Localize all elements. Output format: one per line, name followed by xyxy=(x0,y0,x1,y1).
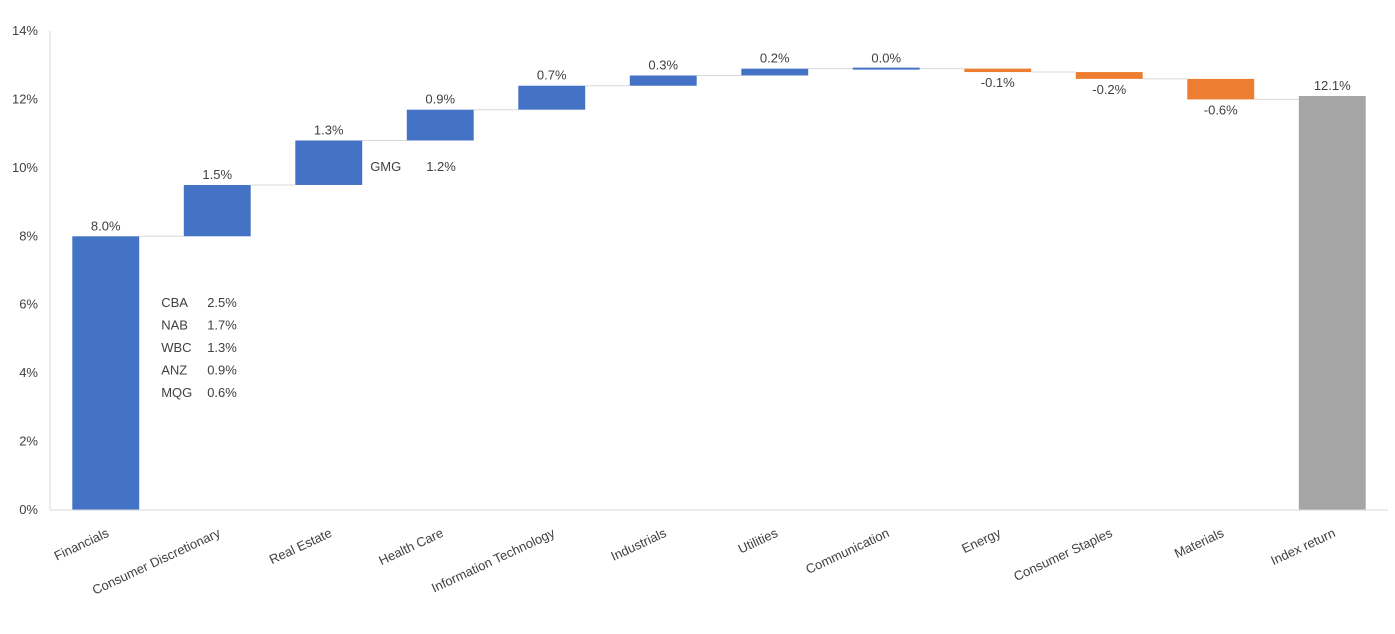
data-label: -0.1% xyxy=(981,75,1015,90)
y-tick-label: 14% xyxy=(12,23,38,38)
data-label: 8.0% xyxy=(91,218,121,233)
data-label: 0.0% xyxy=(871,51,901,66)
bar-health-care xyxy=(406,109,474,141)
annotation-ticker: MQG xyxy=(161,385,192,400)
annotation-value: 0.9% xyxy=(207,363,237,378)
data-label: 0.7% xyxy=(537,68,567,83)
x-category-label: Health Care xyxy=(376,525,445,568)
data-labels: 8.0% 1.5% 1.3% 0.9% 0.7% 0.3% 0.2% 0.0% -0.1% -0.… xyxy=(91,51,1351,234)
y-tick-label: 10% xyxy=(12,160,38,175)
x-category-label: Industrials xyxy=(608,525,668,564)
bar-financials xyxy=(72,236,140,511)
x-category-label: Communication xyxy=(803,525,891,577)
x-category-label: Utilities xyxy=(736,525,781,557)
bar-consumer-staples xyxy=(1075,72,1143,79)
data-label: 1.5% xyxy=(202,167,232,182)
bar-utilities xyxy=(741,68,809,76)
data-label: 12.1% xyxy=(1314,78,1351,93)
bar-industrials xyxy=(629,75,697,86)
bar-materials xyxy=(1187,78,1255,100)
bar-information-technology xyxy=(518,85,586,110)
y-tick-label: 12% xyxy=(12,91,38,106)
data-label: 0.2% xyxy=(760,51,790,66)
x-category-label: Consumer Staples xyxy=(1011,525,1115,584)
annotation-value: 1.2% xyxy=(426,159,456,174)
data-label: 0.3% xyxy=(648,57,678,72)
annotation-value: 1.3% xyxy=(207,340,237,355)
x-category-label: Real Estate xyxy=(267,525,334,567)
x-category-label: Financials xyxy=(52,525,112,564)
bar-consumer-discretionary xyxy=(183,184,251,237)
x-category-label: Index return xyxy=(1268,525,1337,568)
y-axis: 0% 2% 4% 6% 8% 10% 12% 14% xyxy=(12,23,51,517)
data-label: 0.9% xyxy=(425,92,455,107)
y-tick-label: 2% xyxy=(19,434,38,449)
annotation-ticker: NAB xyxy=(161,318,188,333)
bar-index-return xyxy=(1298,96,1366,510)
y-tick-label: 4% xyxy=(19,365,38,380)
y-tick-label: 8% xyxy=(19,228,38,243)
annotations: CBA 2.5% NAB 1.7% WBC 1.3% ANZ 0.9% MQG 0.6% GMG 1.… xyxy=(161,159,456,400)
connector-lines xyxy=(139,68,1299,237)
data-label: -0.6% xyxy=(1204,102,1238,117)
x-category-label: Consumer Discretionary xyxy=(90,525,223,598)
annotation-ticker: WBC xyxy=(161,340,191,355)
data-label: -0.2% xyxy=(1092,82,1126,97)
bar-real-estate xyxy=(295,140,363,185)
y-tick-label: 6% xyxy=(19,297,38,312)
annotation-value: 0.6% xyxy=(207,385,237,400)
annotation-ticker: ANZ xyxy=(161,363,187,378)
bar-communication xyxy=(852,67,920,70)
x-category-label: Information Technology xyxy=(429,525,557,596)
annotation-ticker: GMG xyxy=(370,159,401,174)
y-tick-label: 0% xyxy=(19,502,38,517)
data-label: 1.3% xyxy=(314,122,344,137)
annotation-ticker: CBA xyxy=(161,295,188,310)
annotation-value: 2.5% xyxy=(207,295,237,310)
annotation-value: 1.7% xyxy=(207,318,237,333)
x-category-label: Materials xyxy=(1172,525,1227,561)
x-category-label: Energy xyxy=(959,525,1003,556)
bars xyxy=(72,67,1366,511)
bar-energy xyxy=(964,68,1032,73)
